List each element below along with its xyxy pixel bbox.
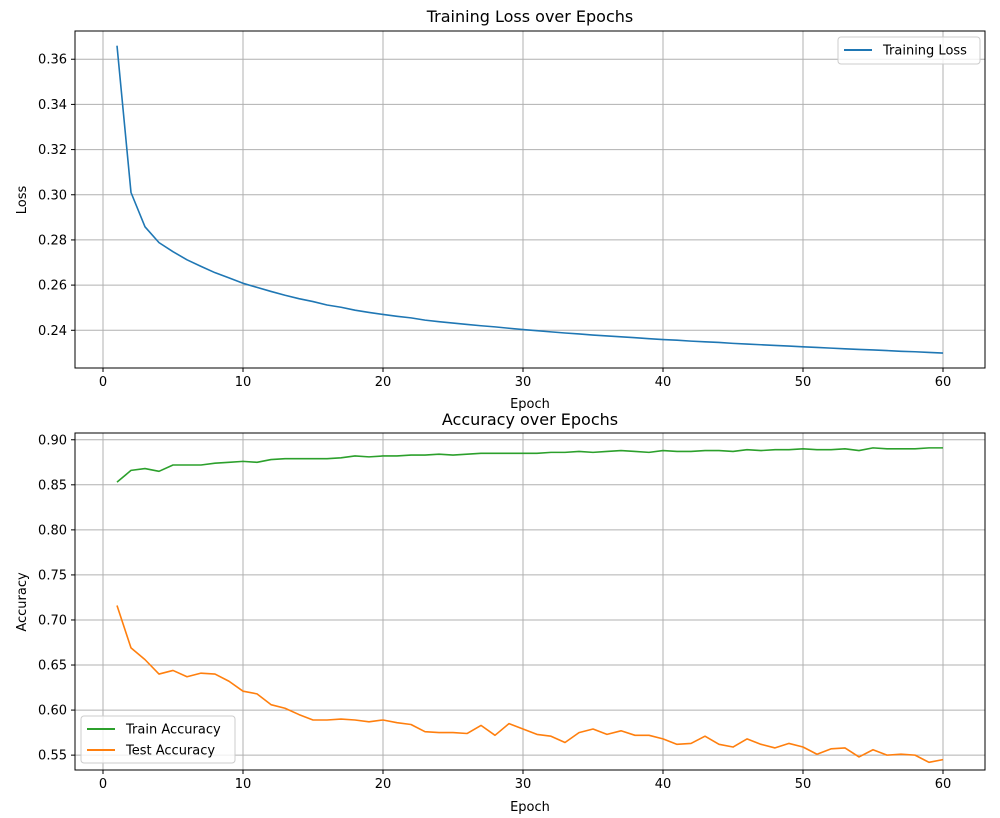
accuracy-chart-xtick-label: 30 — [515, 777, 532, 792]
loss-chart-ytick-label: 0.30 — [38, 188, 67, 203]
accuracy-chart-grid — [75, 433, 985, 770]
training-loss-line — [116, 45, 944, 354]
accuracy-chart-ytick-label: 0.60 — [38, 704, 67, 719]
loss-chart-xtick-label: 10 — [235, 375, 252, 390]
accuracy-chart-ylabel: Accuracy — [15, 572, 30, 632]
loss-chart: Training Loss over Epochs 0 10 20 30 40 50 600… — [15, 7, 986, 412]
accuracy-chart-legend-box — [80, 715, 236, 764]
accuracy-chart-xtick-label: 0 — [99, 777, 107, 792]
loss-chart-xtick-label: 0 — [99, 375, 107, 390]
accuracy-chart-legend: Train Accuracy Test Accuracy — [80, 715, 236, 764]
loss-chart-xlabel: Epoch — [510, 397, 550, 412]
loss-chart-ytick-label: 0.32 — [38, 143, 67, 158]
accuracy-chart-ytick-label: 0.70 — [38, 613, 67, 628]
loss-chart-legend-box — [837, 36, 981, 65]
loss-chart-ytick-label: 0.36 — [38, 53, 67, 68]
accuracy-chart-ytick-label: 0.65 — [38, 659, 67, 674]
accuracy-chart-ticks: 0 10 20 30 40 50 60 0.55 0.60 0.65 0.70 0.75 0.80 0.8… — [38, 433, 951, 792]
loss-chart-ytick-label: 0.34 — [38, 98, 67, 113]
loss-chart-grid — [75, 31, 985, 368]
loss-chart-xtick-label: 60 — [935, 375, 952, 390]
loss-chart-ytick-label: 0.28 — [38, 233, 67, 248]
loss-chart-xtick-label: 40 — [655, 375, 672, 390]
accuracy-chart-xtick-label: 60 — [935, 777, 952, 792]
accuracy-chart-title: Accuracy over Epochs — [442, 410, 618, 429]
loss-chart-ticks: 0 10 20 30 40 50 60 0.24 0.26 0.28 0.30 0.32 0.34 0.3… — [38, 53, 951, 390]
train-accuracy-legend-label: Train Accuracy — [125, 723, 221, 738]
loss-chart-frame — [74, 30, 986, 369]
accuracy-chart-ytick-label: 0.75 — [38, 568, 67, 583]
loss-chart-xtick-label: 30 — [515, 375, 532, 390]
loss-chart-ylabel: Loss — [15, 186, 30, 215]
loss-chart-ytick-label: 0.24 — [38, 324, 67, 339]
accuracy-chart-ytick-label: 0.55 — [38, 749, 67, 764]
test-accuracy-line — [116, 605, 944, 764]
training-loss-legend-label: Training Loss — [882, 44, 967, 59]
accuracy-chart-xtick-label: 50 — [795, 777, 812, 792]
accuracy-chart-ytick-label: 0.85 — [38, 478, 67, 493]
train-accuracy-line — [116, 447, 943, 483]
loss-chart-legend: Training Loss — [837, 36, 981, 65]
accuracy-chart-frame — [74, 432, 986, 771]
accuracy-chart-ytick-label: 0.90 — [38, 433, 67, 448]
loss-chart-lines — [116, 45, 944, 354]
accuracy-chart-xtick-label: 20 — [375, 777, 392, 792]
accuracy-chart-lines — [116, 447, 944, 764]
accuracy-chart-xlabel: Epoch — [510, 800, 550, 815]
loss-chart-title: Training Loss over Epochs — [426, 7, 634, 26]
test-accuracy-legend-label: Test Accuracy — [125, 744, 215, 759]
accuracy-chart-xtick-label: 40 — [655, 777, 672, 792]
accuracy-chart: Accuracy over Epochs 0 10 20 30 40 50 60 0.55 0.… — [15, 410, 986, 815]
loss-chart-xtick-label: 50 — [795, 375, 812, 390]
accuracy-chart-xtick-label: 10 — [235, 777, 252, 792]
loss-chart-xtick-label: 20 — [375, 375, 392, 390]
accuracy-chart-ytick-label: 0.80 — [38, 523, 67, 538]
loss-chart-ytick-label: 0.26 — [38, 279, 67, 294]
